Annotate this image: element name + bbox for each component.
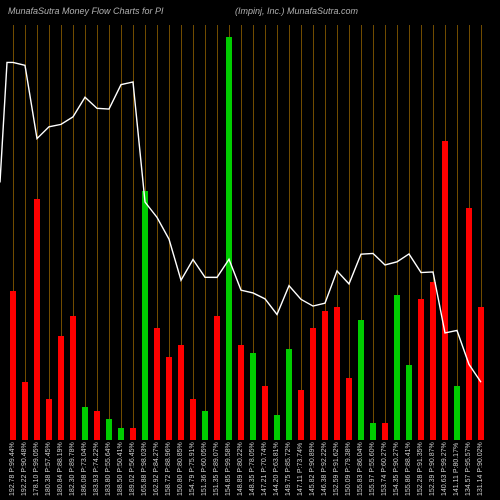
x-axis-label: 186.08 P:73.04% <box>81 441 88 496</box>
grid-line <box>193 25 194 440</box>
x-axis-label: 152.59 P:91.62% <box>333 441 340 496</box>
x-axis-label: 153.74 P:60.27% <box>381 441 388 496</box>
volume-bar-up <box>358 320 364 440</box>
x-axis-label: 150.80 P:80.85% <box>177 441 184 496</box>
volume-bar-down <box>214 316 220 441</box>
volume-bar-down <box>334 307 340 440</box>
volume-bar-down <box>94 411 100 440</box>
x-axis-label: 148.89 P:80.22% <box>237 441 244 496</box>
chart-title-right: (Impinj, Inc.) MunafaSutra.com <box>235 6 358 16</box>
x-axis-label: 147.11 P:73.74% <box>297 441 304 496</box>
grid-line <box>25 25 26 440</box>
x-axis-label: 152.28 P:91.35% <box>417 441 424 496</box>
grid-line <box>373 25 374 440</box>
volume-bar-down <box>34 199 40 440</box>
volume-bar-down <box>154 328 160 440</box>
volume-bar-down <box>466 208 472 440</box>
grid-line <box>133 25 134 440</box>
volume-bar-up <box>142 191 148 440</box>
volume-bar-down <box>298 390 304 440</box>
grid-line <box>97 25 98 440</box>
volume-bar-down <box>478 307 484 440</box>
x-axis-label: 183.93 P:74.22% <box>93 441 100 496</box>
x-axis-label: 154.35 P:90.27% <box>393 441 400 496</box>
x-axis-label: 152.39 P:90.87% <box>429 441 436 496</box>
grid-line <box>277 25 278 440</box>
volume-bar-down <box>190 399 196 441</box>
grid-line <box>109 25 110 440</box>
volume-bar-down <box>58 336 64 440</box>
grid-line <box>205 25 206 440</box>
volume-bar-down <box>130 428 136 440</box>
x-axis-label: 146.38 P:92.22% <box>321 441 328 496</box>
grid-line <box>457 25 458 440</box>
volume-bar-up <box>226 37 232 440</box>
money-flow-chart: MunafaSutra Money Flow Charts for PI (Im… <box>0 0 500 500</box>
volume-bar-up <box>394 295 400 440</box>
x-axis-label: 155.86 P:88.41% <box>405 441 412 496</box>
grid-line <box>85 25 86 440</box>
volume-bar-up <box>370 423 376 440</box>
x-axis-label: 147.21 P:70.74% <box>261 441 268 496</box>
chart-title-left: MunafaSutra Money Flow Charts for PI <box>8 6 164 16</box>
volume-bar-down <box>262 386 268 440</box>
x-axis-label: 131.14 P:90.02% <box>477 441 484 496</box>
volume-bar-up <box>82 407 88 440</box>
volume-bar-down <box>310 328 316 440</box>
x-axis-label: 162.92 P:84.27% <box>153 441 160 496</box>
volume-bar-down <box>442 141 448 440</box>
volume-bar-up <box>118 428 124 440</box>
volume-bar-down <box>382 423 388 440</box>
volume-bar-down <box>346 378 352 440</box>
x-axis-label: 155.83 P:86.04% <box>357 441 364 496</box>
volume-bar-down <box>322 311 328 440</box>
x-axis-label: 140.63 P:99.27% <box>441 441 448 496</box>
x-axis-label: 180.84 P:88.19% <box>57 441 64 496</box>
volume-bar-down <box>46 399 52 441</box>
volume-bar-down <box>70 316 76 441</box>
volume-bar-down <box>10 291 16 440</box>
x-axis-label: 189.02 P:56.45% <box>129 441 136 496</box>
x-axis-label: 178.10 P:99.05% <box>33 441 40 496</box>
volume-bar-down <box>238 345 244 440</box>
volume-bar-up <box>454 386 460 440</box>
x-axis-label: 148.35 P:78.05% <box>249 441 256 496</box>
x-axis-label: 165.88 P:98.03% <box>141 441 148 496</box>
volume-bar-up <box>202 411 208 440</box>
x-axis-label: 150.09 P:79.38% <box>345 441 352 496</box>
volume-bar-down <box>430 282 436 440</box>
grid-line <box>301 25 302 440</box>
volume-bar-down <box>166 357 172 440</box>
volume-bar-down <box>178 345 184 440</box>
volume-bar-up <box>286 349 292 440</box>
grid-line <box>49 25 50 440</box>
volume-bar-up <box>274 415 280 440</box>
x-axis-label: 154.79 P:75.91% <box>189 441 196 496</box>
x-axis-label: 158.72 P:88.96% <box>165 441 172 496</box>
volume-bar-down <box>22 382 28 440</box>
volume-bar-up <box>250 353 256 440</box>
volume-bar-down <box>418 299 424 440</box>
volume-bar-up <box>106 419 112 440</box>
plot-area: 192.78 P:99.44% 192.22 P:90.48% 178.10 P:9… <box>0 0 500 500</box>
x-axis-label: 182.30 P:89.78% <box>69 441 76 496</box>
x-axis-label: 141.11 P:80.17% <box>453 441 460 496</box>
x-axis-label: 154.85 P:99.58% <box>225 441 232 496</box>
grid-line <box>385 25 386 440</box>
x-axis-label: 180.38 P:57.45% <box>45 441 52 496</box>
x-axis-label: 183.80 P:55.64% <box>105 441 112 496</box>
x-axis-label: 155.97 P:55.60% <box>369 441 376 496</box>
x-axis-label: 151.35 P:89.07% <box>213 441 220 496</box>
x-axis-label: 192.78 P:99.44% <box>9 441 16 496</box>
volume-bar-up <box>406 365 412 440</box>
x-axis-label: 192.22 P:90.48% <box>21 441 28 496</box>
x-axis-label: 145.82 P:90.89% <box>309 441 316 496</box>
x-axis-label: 151.36 P:60.05% <box>201 441 208 496</box>
x-axis-label: 134.57 P:95.57% <box>465 441 472 496</box>
grid-line <box>121 25 122 440</box>
x-axis-label: 144.20 P:63.81% <box>273 441 280 496</box>
grid-line <box>265 25 266 440</box>
x-axis-label: 149.75 P:85.72% <box>285 441 292 496</box>
x-axis-label: 188.50 P:50.41% <box>117 441 124 496</box>
